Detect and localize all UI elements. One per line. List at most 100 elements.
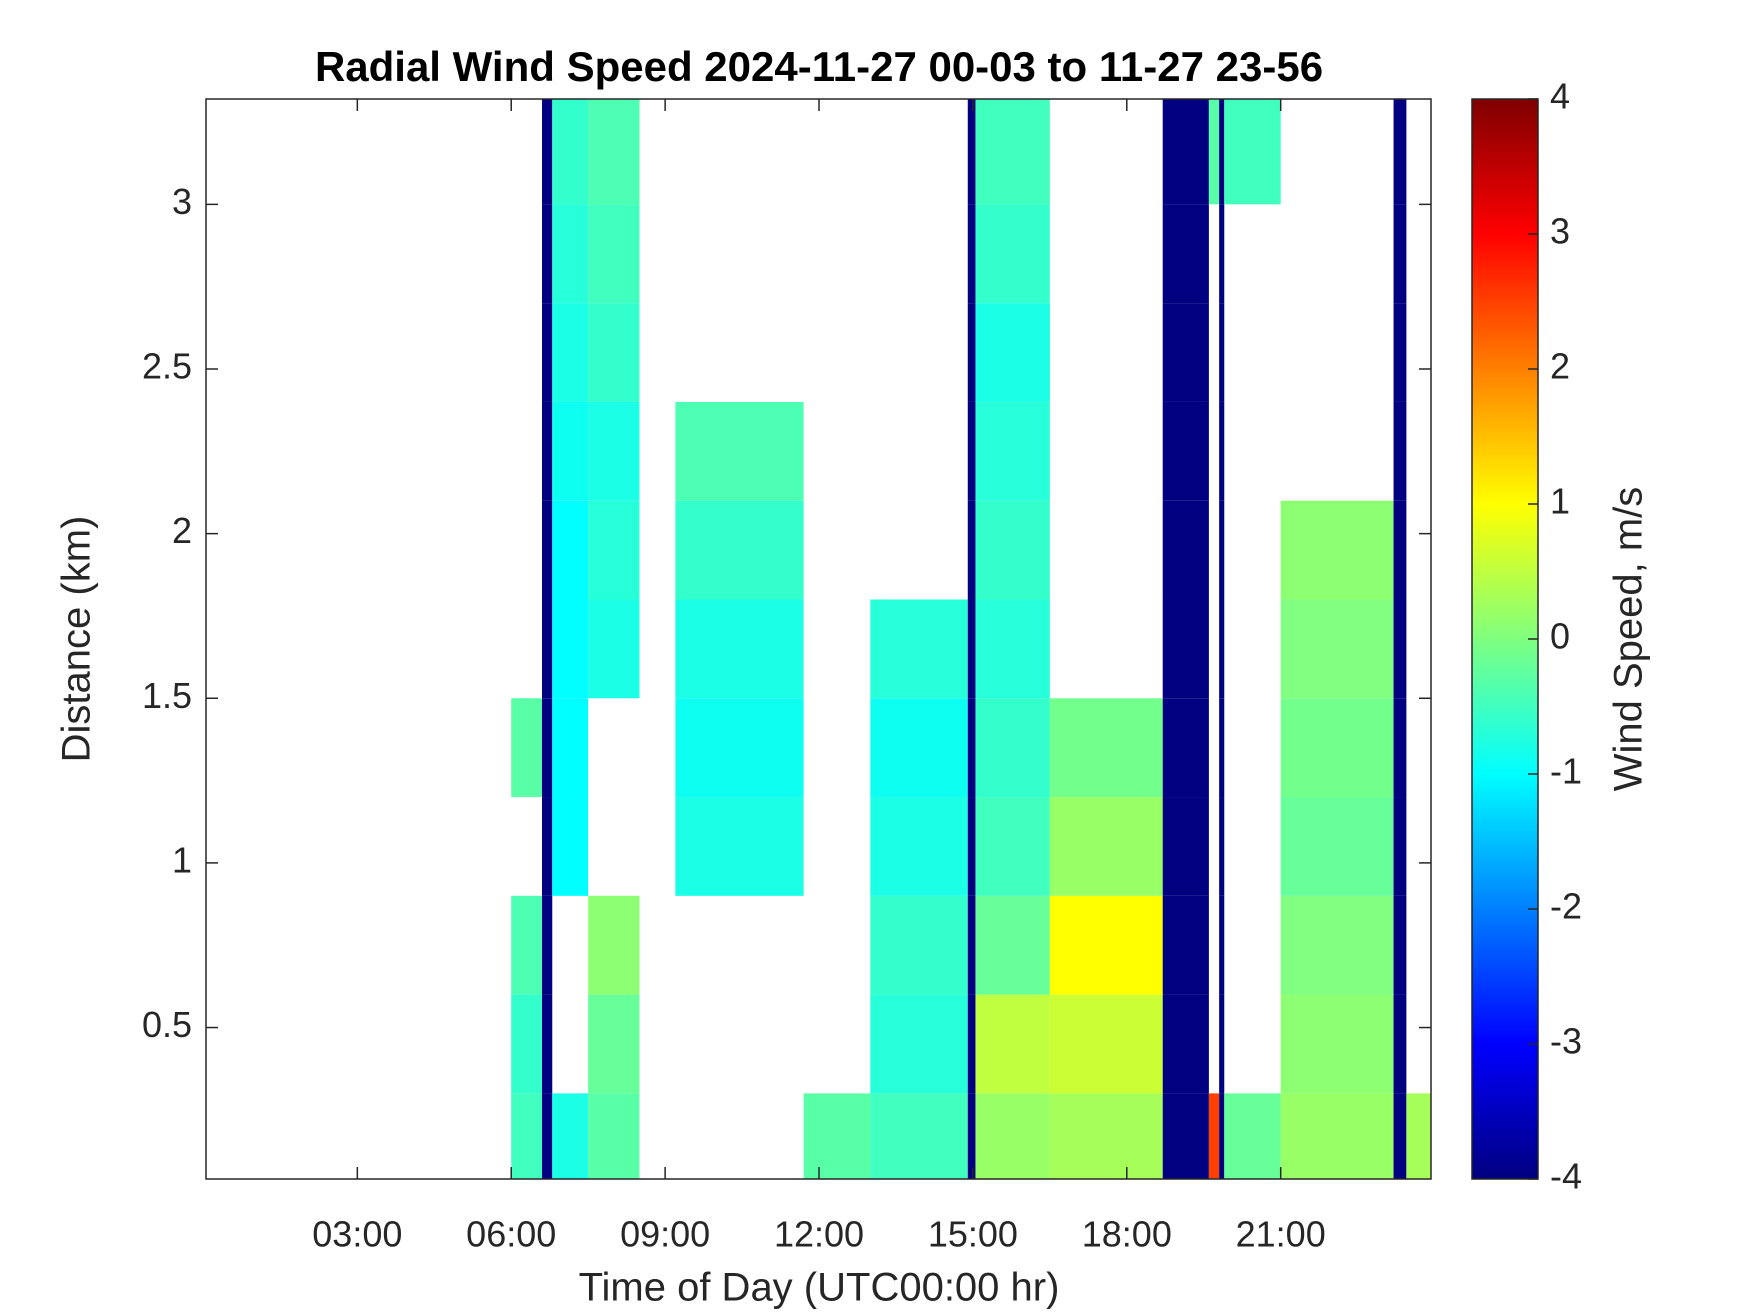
x-tick-label: 21:00 bbox=[1236, 1214, 1326, 1255]
cell bbox=[870, 698, 968, 798]
cell bbox=[1162, 500, 1209, 600]
cell bbox=[1219, 698, 1225, 798]
cell bbox=[1393, 895, 1407, 995]
cell bbox=[870, 1093, 968, 1179]
cell bbox=[1162, 599, 1209, 699]
cell bbox=[1049, 698, 1163, 798]
cell bbox=[870, 994, 968, 1094]
cell bbox=[967, 99, 976, 205]
cell bbox=[552, 797, 589, 896]
x-tick-label: 09:00 bbox=[620, 1214, 710, 1255]
chart-title: Radial Wind Speed 2024-11-27 00-03 to 11… bbox=[315, 43, 1323, 90]
cell bbox=[1049, 994, 1163, 1094]
cell bbox=[552, 1093, 589, 1179]
x-tick-label: 15:00 bbox=[928, 1214, 1018, 1255]
cell bbox=[511, 698, 543, 798]
cell bbox=[975, 599, 1050, 699]
cell bbox=[1219, 1093, 1225, 1179]
colorbar-tick-label: 1 bbox=[1550, 481, 1570, 522]
y-tick-label: 1 bbox=[172, 839, 192, 880]
cell bbox=[1393, 797, 1407, 896]
cell bbox=[1162, 401, 1209, 501]
cell bbox=[1208, 1093, 1220, 1179]
cell bbox=[1162, 303, 1209, 402]
cell bbox=[675, 401, 804, 501]
cell bbox=[975, 303, 1050, 402]
cell bbox=[967, 303, 976, 402]
cell bbox=[675, 599, 804, 699]
cell bbox=[967, 500, 976, 600]
y-tick-label: 2.5 bbox=[142, 346, 192, 387]
cell bbox=[967, 895, 976, 995]
colorbar-tick-label: 2 bbox=[1550, 346, 1570, 387]
cell bbox=[1162, 1093, 1209, 1179]
cell bbox=[1393, 500, 1407, 600]
cell bbox=[588, 303, 640, 402]
x-tick-label: 03:00 bbox=[312, 1214, 402, 1255]
cell bbox=[1393, 99, 1407, 205]
cell bbox=[552, 698, 589, 798]
colorbar-tick-label: 4 bbox=[1550, 76, 1570, 117]
heatmap bbox=[511, 99, 1431, 1179]
cell bbox=[542, 895, 553, 995]
cell bbox=[967, 204, 976, 304]
cell bbox=[870, 895, 968, 995]
cell bbox=[588, 895, 640, 995]
cell bbox=[975, 895, 1050, 995]
cell bbox=[967, 1093, 976, 1179]
cell bbox=[675, 797, 804, 896]
colorbar-tick-label: -2 bbox=[1550, 886, 1582, 927]
x-tick-label: 06:00 bbox=[466, 1214, 556, 1255]
colorbar-tick-label: 3 bbox=[1550, 211, 1570, 252]
cell bbox=[588, 204, 640, 304]
cell bbox=[975, 99, 1050, 205]
cell bbox=[1219, 500, 1225, 600]
colorbar bbox=[1471, 98, 1539, 1180]
cell bbox=[967, 797, 976, 896]
colorbar-tick-label: -3 bbox=[1550, 1021, 1582, 1062]
colorbar-tick-label: 0 bbox=[1550, 616, 1570, 657]
cell bbox=[803, 1093, 871, 1179]
cell bbox=[1162, 895, 1209, 995]
cell bbox=[1280, 698, 1394, 798]
cell bbox=[588, 994, 640, 1094]
colorbar-label: Wind Speed, m/s bbox=[1607, 487, 1651, 792]
cell bbox=[1219, 797, 1225, 896]
cell bbox=[588, 401, 640, 501]
colorbar-tick-label: -1 bbox=[1550, 751, 1582, 792]
cell bbox=[542, 994, 553, 1094]
x-tick-label: 18:00 bbox=[1082, 1214, 1172, 1255]
cell bbox=[552, 303, 589, 402]
cell bbox=[1393, 599, 1407, 699]
cell bbox=[588, 1093, 640, 1179]
cell bbox=[1162, 797, 1209, 896]
cell bbox=[1393, 1093, 1407, 1179]
cell bbox=[975, 698, 1050, 798]
cell bbox=[1219, 994, 1225, 1094]
cell bbox=[967, 994, 976, 1094]
cell bbox=[975, 401, 1050, 501]
cell bbox=[1049, 895, 1163, 995]
cell bbox=[975, 500, 1050, 600]
cell bbox=[1224, 99, 1281, 205]
cell bbox=[1208, 99, 1220, 205]
cell bbox=[542, 1093, 553, 1179]
y-tick-label: 2 bbox=[172, 510, 192, 551]
y-axis-label: Distance (km) bbox=[55, 516, 99, 763]
cell bbox=[542, 303, 553, 402]
cell bbox=[1219, 895, 1225, 995]
cell bbox=[1406, 1093, 1431, 1179]
y-tick-label: 0.5 bbox=[142, 1004, 192, 1045]
cell bbox=[542, 797, 553, 896]
cell bbox=[542, 698, 553, 798]
cell bbox=[967, 401, 976, 501]
cell bbox=[552, 599, 589, 699]
cell bbox=[1280, 895, 1394, 995]
colorbar-tick-label: -4 bbox=[1550, 1156, 1582, 1197]
plot-frame bbox=[205, 98, 1432, 1180]
cell bbox=[1162, 99, 1209, 205]
cell bbox=[552, 99, 589, 205]
cell bbox=[967, 698, 976, 798]
cell bbox=[1280, 500, 1394, 600]
cell bbox=[1219, 599, 1225, 699]
